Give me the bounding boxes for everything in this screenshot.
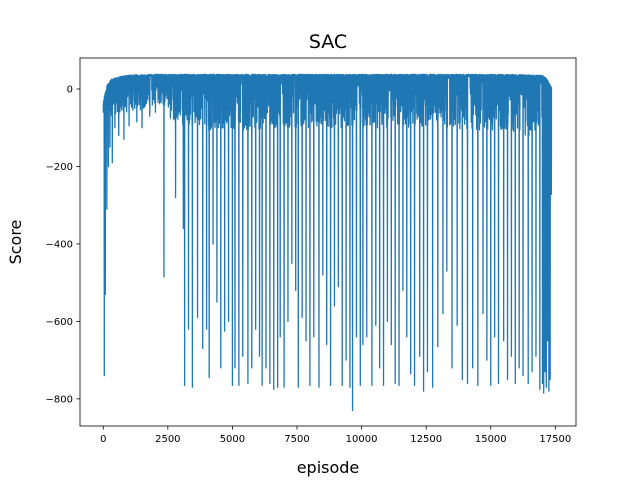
plot-area: [102, 73, 553, 412]
score-series-line: [102, 73, 553, 412]
x-tick-label: 7500: [284, 434, 309, 445]
y-axis-label: Score: [6, 220, 25, 265]
x-axis-ticks: 0 2500 5000 7500 10000 12500 15000 17500: [100, 426, 571, 445]
x-tick-label: 2500: [155, 434, 180, 445]
y-tick-label: 0: [67, 84, 73, 95]
y-tick-label: −400: [46, 239, 73, 250]
y-tick-label: −800: [46, 394, 73, 405]
y-tick-label: −600: [46, 317, 73, 328]
x-tick-label: 12500: [410, 434, 442, 445]
x-tick-label: 0: [100, 434, 106, 445]
y-axis-ticks: 0 −200 −400 −600 −800: [46, 84, 80, 405]
x-tick-label: 17500: [539, 434, 571, 445]
chart-title: SAC: [309, 31, 347, 53]
x-tick-label: 5000: [220, 434, 245, 445]
plot-frame: [79, 57, 577, 427]
x-tick-label: 15000: [475, 434, 507, 445]
x-axis-label: episode: [297, 458, 360, 477]
y-tick-label: −200: [46, 162, 73, 173]
x-tick-label: 10000: [346, 434, 378, 445]
